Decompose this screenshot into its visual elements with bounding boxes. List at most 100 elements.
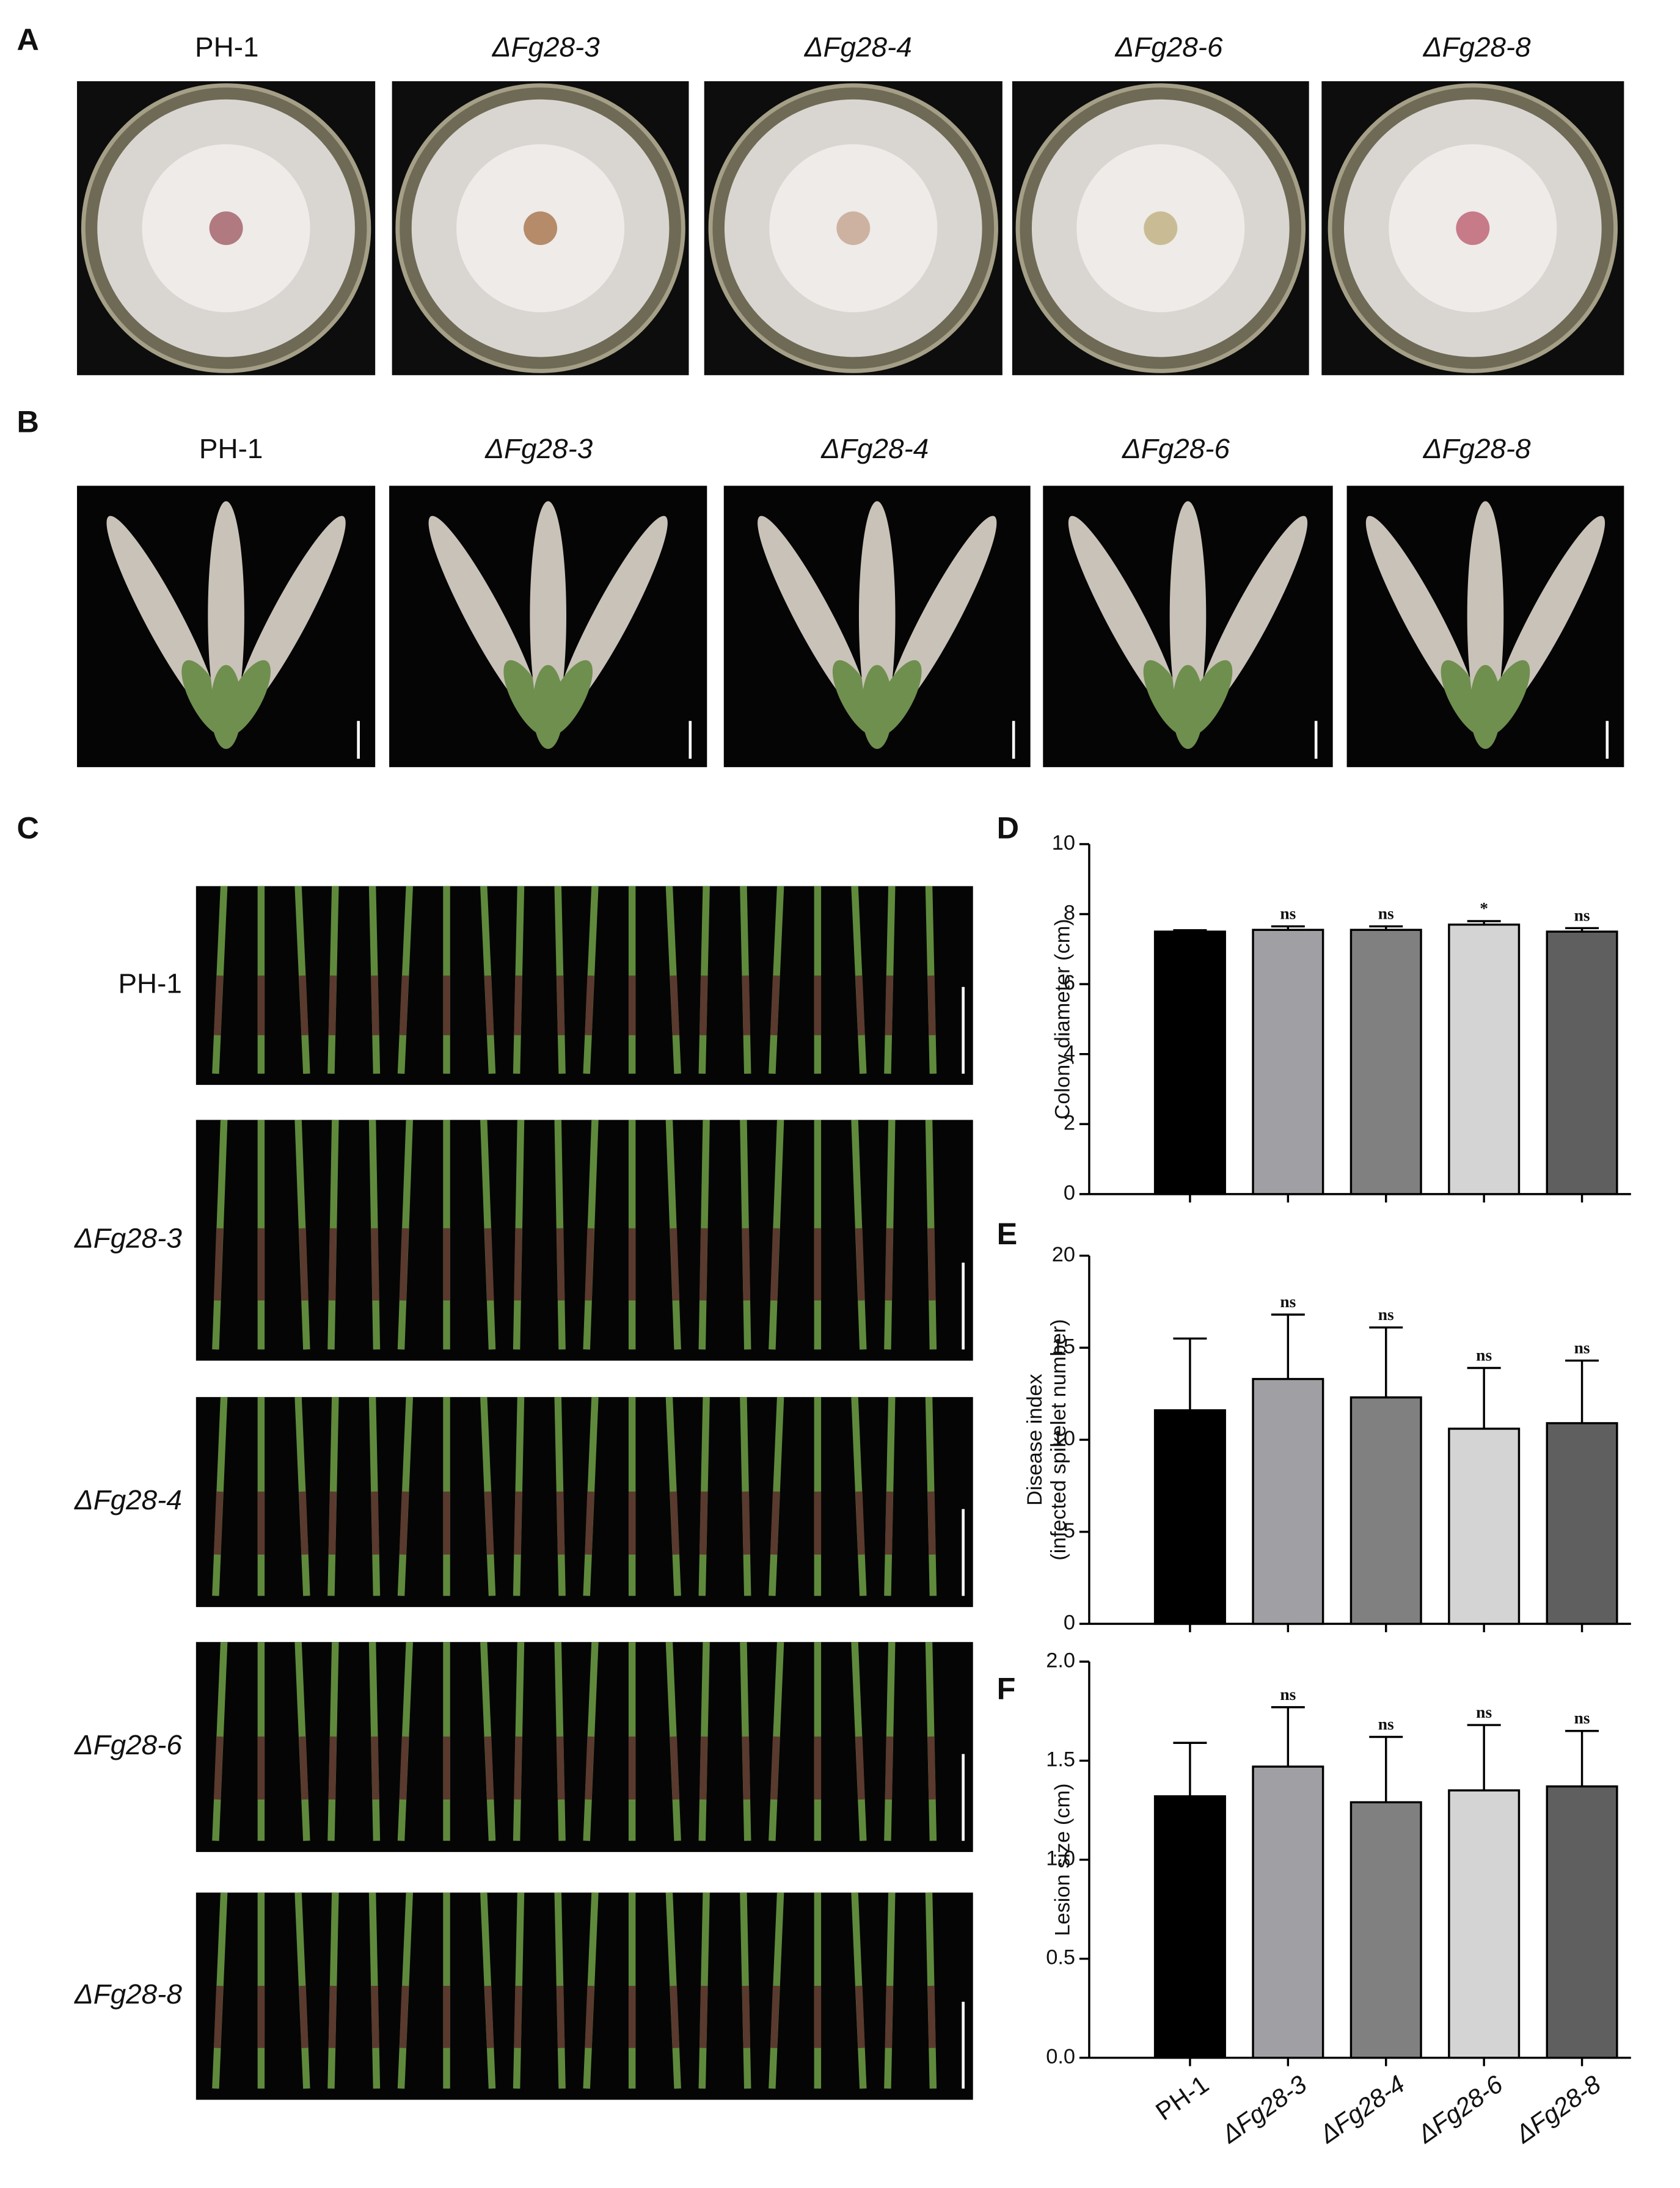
lesion: [556, 1491, 565, 1555]
significance-label: ns: [1574, 1708, 1590, 1727]
colony-center: [1456, 211, 1490, 246]
lesion: [670, 975, 680, 1035]
lesion: [399, 1491, 409, 1555]
lesion: [855, 1736, 865, 1800]
significance-label: ns: [1378, 1305, 1394, 1324]
lesion: [556, 1985, 565, 2048]
lesion: [484, 975, 494, 1035]
panel-label: A: [16, 22, 38, 57]
spike: [222, 516, 346, 736]
bar: [1252, 1765, 1324, 2059]
strain-label: PH-1: [118, 968, 181, 999]
panel-label: E: [997, 1216, 1018, 1251]
lesion: [556, 1228, 565, 1301]
lesion: [699, 975, 708, 1035]
lesion: [770, 975, 780, 1035]
strain-label: ΔFg28-4: [820, 433, 929, 464]
panel-label: D: [997, 810, 1019, 845]
lesion: [770, 1736, 780, 1800]
lesion: [399, 1985, 409, 2049]
lesion: [213, 1985, 224, 2049]
y-axis-label: Colony diameter (cm): [1051, 919, 1075, 1119]
bar: [1153, 1409, 1226, 1625]
lesion: [213, 975, 224, 1035]
lesion: [742, 1736, 751, 1800]
lesion: [670, 1985, 680, 2049]
lesion: [742, 1228, 751, 1301]
strain-label: ΔFg28-6: [1115, 31, 1223, 62]
y-tick-label: 0: [1064, 1611, 1075, 1634]
significance-label: *: [1480, 899, 1488, 917]
bar: [1448, 923, 1521, 1195]
strain-label: ΔFg28-4: [74, 1484, 182, 1515]
panel-label: B: [16, 404, 38, 439]
bar: [1153, 930, 1226, 1195]
lesion: [927, 975, 936, 1035]
lesion: [213, 1736, 224, 1800]
lesion: [556, 975, 565, 1035]
lesion: [927, 1985, 936, 2048]
significance-label: ns: [1476, 1702, 1492, 1721]
lesion: [855, 1228, 865, 1301]
lesion: [585, 1985, 594, 2049]
significance-label: ns: [1280, 904, 1296, 923]
lesion: [927, 1491, 936, 1555]
significance-label: ns: [1378, 1714, 1394, 1733]
lesion: [371, 1736, 379, 1800]
lesion: [742, 1985, 751, 2048]
strain-label: ΔFg28-8: [74, 1978, 182, 2010]
bar: [1349, 928, 1422, 1195]
lesion: [885, 975, 894, 1035]
strain-label: ΔFg28-3: [492, 31, 600, 62]
strain-label: ΔFg28-4: [804, 31, 912, 62]
lesion: [484, 1228, 494, 1301]
bar: [1546, 930, 1618, 1195]
lesion: [699, 1491, 708, 1555]
strain-label: PH-1: [195, 31, 258, 62]
lesion: [514, 1736, 522, 1800]
strain-label: ΔFg28-3: [74, 1223, 182, 1254]
lesion: [556, 1736, 565, 1800]
lesion: [399, 1736, 409, 1800]
lesion: [328, 1491, 337, 1555]
lesion: [484, 1985, 494, 2049]
lesion: [484, 1736, 494, 1800]
bar: [1448, 1789, 1521, 2059]
bar: [1349, 1801, 1422, 2059]
strain-label: ΔFg28-8: [1423, 433, 1531, 464]
lesion: [670, 1736, 680, 1800]
significance-label: ns: [1574, 905, 1590, 924]
y-tick-label: 20: [1052, 1243, 1075, 1266]
y-tick-label: 1.5: [1046, 1748, 1075, 1771]
spike: [544, 516, 668, 736]
bar: [1546, 1422, 1618, 1625]
lesion: [328, 1228, 337, 1301]
significance-label: ns: [1476, 1345, 1492, 1364]
strain-label: PH-1: [199, 433, 263, 464]
lesion: [742, 975, 751, 1035]
y-tick-label: 1.0: [1046, 1847, 1075, 1870]
lesion: [213, 1491, 224, 1555]
y-tick-label: 0.5: [1046, 1946, 1075, 1969]
lesion: [670, 1228, 680, 1301]
spike-base: [222, 660, 271, 736]
lesion: [213, 1228, 224, 1301]
bar: [1349, 1396, 1422, 1625]
y-tick-label: 15: [1052, 1335, 1075, 1358]
lesion: [885, 1736, 894, 1800]
lesion: [855, 975, 865, 1035]
spike: [874, 516, 997, 736]
y-axis-label: Disease index: [1023, 1374, 1046, 1506]
lesion: [328, 975, 337, 1035]
panel-label: F: [997, 1671, 1016, 1706]
lesion: [699, 1228, 708, 1301]
lesion: [299, 975, 309, 1035]
bar: [1252, 928, 1324, 1195]
y-tick-label: 4: [1064, 1041, 1075, 1065]
lesion: [885, 1491, 894, 1555]
significance-label: ns: [1378, 904, 1394, 923]
lesion: [328, 1736, 337, 1800]
spike-base: [1184, 660, 1233, 736]
lesion: [927, 1228, 936, 1301]
